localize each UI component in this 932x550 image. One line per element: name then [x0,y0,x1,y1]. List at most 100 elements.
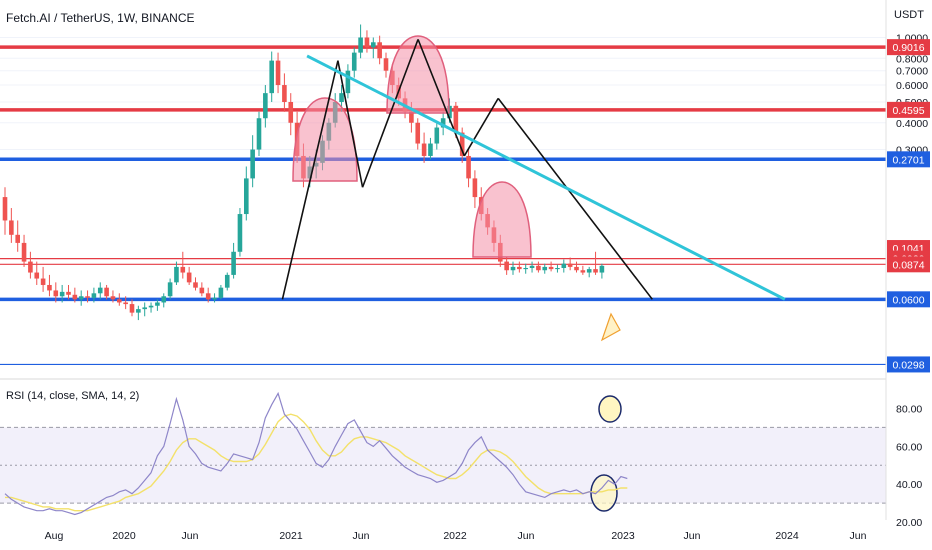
time-tick-label: Jun [518,530,535,542]
candle-body [167,282,173,297]
candle-body [237,214,243,252]
trendline [497,97,653,300]
candle-body [256,118,262,150]
candle-body [212,297,217,300]
candle-body [574,266,579,271]
candle-body [561,263,567,269]
candle-body [34,272,40,279]
pattern-arc [386,35,450,114]
candle-body [199,287,205,294]
trendline [463,97,499,157]
candle-body [47,284,52,291]
currency-label: USDT [894,9,924,21]
candle-body [59,291,65,297]
rsi-band [0,426,886,504]
rsi-tick-label: 60.00 [896,441,922,453]
trendlines [281,39,786,301]
level-label-box [887,291,930,308]
level-label-box [887,101,930,118]
candle-body [453,105,459,133]
pattern-arc [472,181,532,258]
level-label-box [887,151,930,168]
candle-body [104,287,109,297]
rsi-tick-label: 40.00 [896,479,922,491]
level-labels: 0.90160.45950.27010.10410.09290.08740.06… [887,39,930,373]
candle-body [542,266,548,271]
time-tick-label: 2021 [279,530,303,542]
rsi-tick-label: 80.00 [896,404,922,416]
rsi-tick-label: 20.00 [896,517,922,529]
candle-body [428,143,433,156]
level-label: 0.0298 [892,359,924,371]
candle-body [180,266,186,273]
candle-body [523,268,528,270]
candle-body [224,274,230,288]
candle-body [263,93,268,119]
candle-body [15,234,20,243]
circle-marker [590,474,618,512]
level-label-box [887,39,930,56]
candle-body [409,111,414,123]
candle-body [536,265,541,271]
level-label-box [887,256,930,273]
trendline [417,39,466,157]
time-tick-label: 2022 [443,530,467,542]
candle-body [136,309,141,313]
candle-body [250,149,255,179]
chart-title: Fetch.AI / TetherUS, 1W, BINANCE [6,11,195,25]
candle-body [371,42,376,48]
candle-body [2,197,8,221]
time-tick-label: Jun [684,530,701,542]
level-label: 0.9016 [892,42,924,54]
candle-body [599,265,605,273]
time-tick-label: 2020 [112,530,136,542]
candle-body [351,52,357,71]
candle-body [174,266,179,283]
rsi-sma-line [5,413,628,512]
candle-body [364,37,370,48]
time-axis: Aug 2020 Jun 2021 Jun 2022 Jun 2023 Jun 2024 Jun [45,530,867,542]
candle-body [78,296,84,300]
level-label-box [887,356,930,373]
candle-body [459,132,465,156]
candle-body [339,93,344,103]
trendline [306,54,786,301]
time-tick-label: Jun [182,530,199,542]
rsi-series [4,391,628,516]
rsi-line [4,391,628,516]
candle-body [193,282,198,288]
price-tick-label: 0.4000 [896,118,928,130]
candle-body [269,60,274,94]
candle-body [117,299,122,303]
candle-body [91,293,97,298]
candle-body [110,296,116,300]
candle-body [66,291,71,295]
rsi-axis: 80.00 60.00 40.00 20.00 [896,404,922,530]
candle-body [186,272,192,283]
candle-body [21,242,27,262]
price-tick-label: 0.8000 [896,53,928,65]
candle-body [142,307,147,310]
candle-body [555,268,560,270]
candle-body [377,42,382,59]
level-label: 0.2701 [892,154,924,166]
level-label: 0.4595 [892,105,924,117]
trendline [337,60,364,188]
candle-body [231,251,236,275]
candle-body [218,287,224,298]
candle-body [472,178,478,198]
candle-body [72,294,78,300]
candle-body [97,287,103,294]
trendline [361,39,419,188]
candle-body [288,102,294,123]
candle-body [580,270,586,273]
candle-body [466,155,471,179]
candle-body [529,265,535,269]
candle-body [123,302,128,305]
candle-body [415,122,421,144]
triangle-marker [600,312,621,342]
candle-body [275,60,281,86]
candle-body [9,220,14,235]
time-tick-label: 2024 [775,530,799,542]
